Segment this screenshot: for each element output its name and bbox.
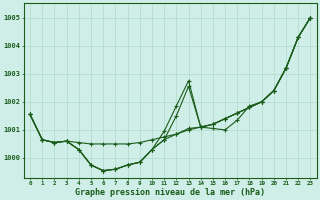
X-axis label: Graphe pression niveau de la mer (hPa): Graphe pression niveau de la mer (hPa) (75, 188, 265, 197)
